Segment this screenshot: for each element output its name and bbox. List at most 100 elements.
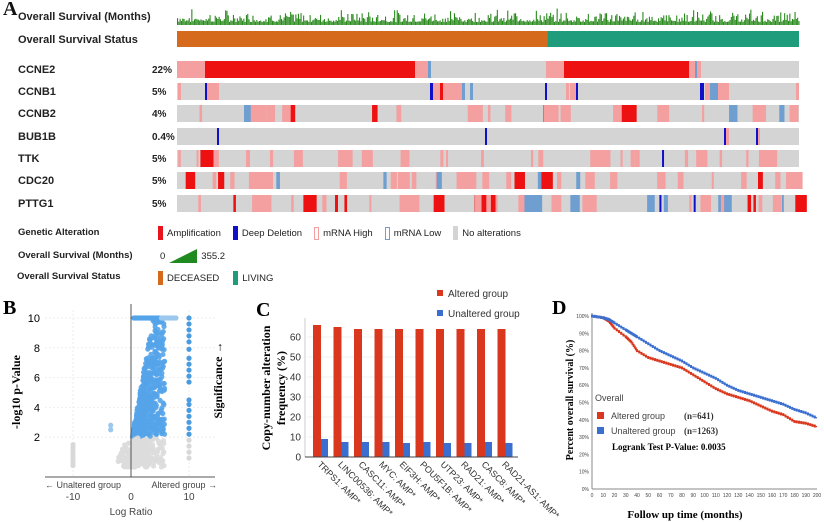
- survival-bar: [637, 19, 639, 25]
- data-point: [186, 443, 192, 449]
- survival-bar: [290, 11, 292, 25]
- alteration-amp: [200, 150, 214, 167]
- survival-bar: [561, 21, 563, 25]
- survival-bar: [790, 21, 792, 25]
- alteration-lo: [710, 83, 718, 100]
- significant-point: [153, 431, 159, 437]
- censor-mark: [726, 383, 728, 387]
- alteration-hi: [566, 83, 569, 100]
- alteration-hi: [789, 105, 799, 122]
- censor-mark: [638, 350, 641, 354]
- survival-bar: [201, 20, 203, 25]
- survival-bar: [613, 21, 615, 25]
- significant-point: [160, 329, 166, 335]
- survival-bar: [210, 21, 212, 25]
- survival-bar: [214, 15, 216, 25]
- survival-bar: [508, 19, 510, 25]
- survival-bar: [736, 16, 738, 25]
- legend-label: No alterations: [462, 227, 521, 239]
- legend-label: Unaltered group: [611, 426, 676, 436]
- nonsignificant-point: [155, 448, 161, 455]
- significant-point: [148, 341, 154, 347]
- alteration-amp: [753, 195, 756, 212]
- censor-mark: [627, 329, 629, 333]
- survival-bar: [339, 19, 341, 25]
- survival-bar: [251, 21, 253, 25]
- nonsignificant-point: [133, 436, 139, 442]
- censor-mark: [721, 390, 724, 394]
- nonsignificant-point: [144, 454, 150, 460]
- survival-bar: [720, 19, 722, 25]
- survival-bar: [768, 20, 770, 25]
- significant-point: [137, 406, 143, 413]
- survival-bar: [461, 21, 463, 25]
- survival-bar: [340, 10, 342, 25]
- survival-bar: [199, 20, 201, 25]
- censor-mark: [625, 336, 628, 340]
- significant-point: [160, 425, 166, 431]
- y-tick-label: 8: [34, 343, 40, 355]
- censor-mark: [694, 367, 697, 371]
- survival-bar: [212, 21, 214, 25]
- significant-point: [153, 336, 160, 342]
- survival-bar: [252, 15, 254, 25]
- censor-mark: [681, 359, 683, 363]
- legend-label: mRNA High: [323, 227, 373, 239]
- y-tick-label: 50%: [579, 401, 590, 407]
- alteration-amp: [218, 172, 225, 189]
- survival-bar: [794, 12, 796, 25]
- survival-bar: [395, 21, 397, 25]
- nonsignificant-point: [130, 443, 136, 449]
- significant-point: [140, 383, 146, 389]
- x-tick-label: 40: [634, 493, 640, 499]
- survival-bar: [490, 13, 492, 25]
- significant-point: [161, 380, 167, 387]
- survival-bar: [193, 19, 195, 25]
- censor-mark: [665, 352, 668, 356]
- logrank-annotation: Logrank Test P-Value: 0.0035: [612, 442, 726, 452]
- censor-mark: [634, 334, 637, 338]
- survival-bar: [312, 20, 314, 25]
- survival-bar: [327, 18, 329, 25]
- survival-bar: [751, 21, 753, 25]
- censor-mark: [634, 347, 637, 351]
- survival-bar: [383, 20, 385, 25]
- censor-mark: [685, 362, 688, 366]
- censor-mark: [615, 328, 618, 332]
- alteration-del: [545, 83, 547, 100]
- gene-alteration-pct: 5%: [152, 199, 167, 210]
- censor-mark: [813, 424, 816, 428]
- censor-mark: [753, 401, 755, 405]
- survival-bar: [316, 18, 318, 25]
- living-swatch-icon: [233, 271, 239, 285]
- gene-label-ccnb2: CCNB2: [18, 108, 56, 120]
- censor-mark: [726, 392, 728, 396]
- survival-bar: [595, 16, 597, 25]
- censor-mark: [735, 395, 737, 399]
- survival-bar: [424, 13, 426, 25]
- survival-bar: [769, 21, 771, 25]
- x-tick-label: 180: [790, 493, 799, 499]
- survival-bar: [378, 21, 380, 25]
- censor-mark: [593, 314, 596, 318]
- censor-mark: [612, 320, 615, 324]
- data-point: [186, 327, 192, 333]
- survival-bar: [390, 21, 392, 25]
- data-point: [186, 431, 192, 437]
- censor-mark: [658, 359, 661, 363]
- survival-bar: [525, 21, 527, 25]
- survival-bar: [504, 21, 506, 25]
- survival-bar: [671, 20, 673, 25]
- gene-alteration-pct: 5%: [152, 87, 167, 98]
- censor-mark: [777, 411, 780, 415]
- survival-bar: [369, 16, 371, 25]
- survival-bar: [325, 21, 327, 25]
- survival-bar: [628, 17, 630, 25]
- survival-bar: [486, 21, 488, 25]
- survival-bar: [464, 20, 466, 25]
- oncoprint: [177, 8, 807, 212]
- survival-bar: [416, 21, 418, 25]
- gene-label-bub1b: BUB1B: [18, 131, 56, 143]
- censor-mark: [701, 378, 704, 382]
- alteration-hi: [618, 105, 622, 122]
